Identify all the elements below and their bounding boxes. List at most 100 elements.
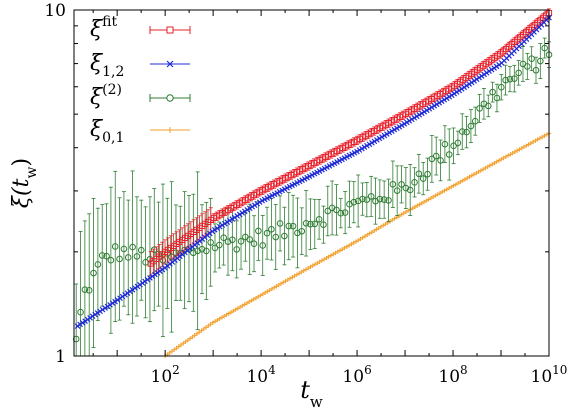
x-tick-label-exp: 2 [172,363,180,377]
series-1 [74,14,552,329]
x-tick-label-base: 10 [531,367,553,387]
data-point [194,247,201,255]
series-2 [72,37,553,357]
legend-marker [166,60,174,68]
data-point [532,66,540,74]
data-point [406,186,414,194]
data-point [392,216,397,221]
data-point [99,306,106,313]
data-point [194,331,200,336]
data-point [419,175,427,182]
data-point [256,294,261,299]
data-point [320,221,327,228]
data-point [442,188,447,193]
data-point [380,223,386,228]
data-point [510,75,518,82]
data-point [281,280,286,285]
data-point [97,308,103,315]
data-point [453,182,459,187]
data-point [421,199,427,205]
data-point [308,264,313,270]
data-point [94,261,102,268]
data-point [321,257,327,262]
data-point [502,76,509,84]
x-tick-label-base: 10 [151,367,173,387]
data-point [344,244,350,249]
legend-label-base: ξ [90,117,104,142]
data-point [210,320,216,325]
data-point [296,271,302,276]
data-point [417,202,422,207]
data-point [451,90,458,97]
data-point [517,147,522,152]
data-point [233,246,240,253]
data-point [412,204,418,210]
data-point [298,227,306,235]
data-point [197,329,202,335]
data-point [478,73,485,79]
data-point [405,208,411,213]
data-point [109,300,116,307]
data-point [493,63,500,70]
data-point [419,200,425,206]
data-point [456,87,463,94]
y-axis-label-tail: ) [9,158,34,167]
data-point [458,86,465,92]
data-point [203,325,209,330]
x-tick-label: 1010 [531,363,568,387]
x-tick-label: 102 [151,363,180,387]
data-point [340,246,345,252]
data-point [271,285,277,290]
data-point [172,347,177,352]
data-point [317,259,322,265]
data-point [435,192,440,197]
data-point [272,233,280,241]
data-point [107,256,115,264]
data-point [493,94,501,102]
data-point [396,213,402,219]
x-tick-label: 106 [342,363,371,387]
data-point [85,287,93,294]
x-tick-label-exp: 10 [552,363,567,377]
data-point [446,185,452,191]
data-point [451,183,456,188]
data-point [415,203,420,208]
data-point [458,128,466,135]
data-point [112,298,118,305]
data-point [276,282,281,288]
data-point [77,308,84,316]
data-point [471,172,477,177]
data-point [389,180,397,188]
x-tick-label-exp: 8 [460,363,468,377]
data-point [311,220,319,228]
data-point [129,243,136,251]
data-point [474,170,479,176]
x-axis-label: tw [300,376,323,407]
data-point [226,311,231,316]
data-point [72,335,80,343]
data-point [415,170,423,178]
data-point [398,181,405,188]
data-point [299,269,304,275]
data-point [444,187,449,192]
data-point [222,313,227,319]
data-point [224,312,229,318]
data-point [104,303,111,310]
data-point [285,277,290,283]
data-point [116,255,123,263]
x-tick-label-base: 10 [246,367,268,387]
x-tick-label-exp: 6 [364,363,372,377]
data-point [411,179,418,186]
y-axis-label: ξ(tw) [9,158,40,208]
data-point [203,247,210,255]
data-point [480,167,486,172]
data-point [454,139,462,147]
data-point [302,219,310,227]
data-point [542,133,547,139]
data-point [385,197,392,204]
data-point [220,234,227,242]
data-point [539,134,545,140]
plot-frame [73,9,550,357]
